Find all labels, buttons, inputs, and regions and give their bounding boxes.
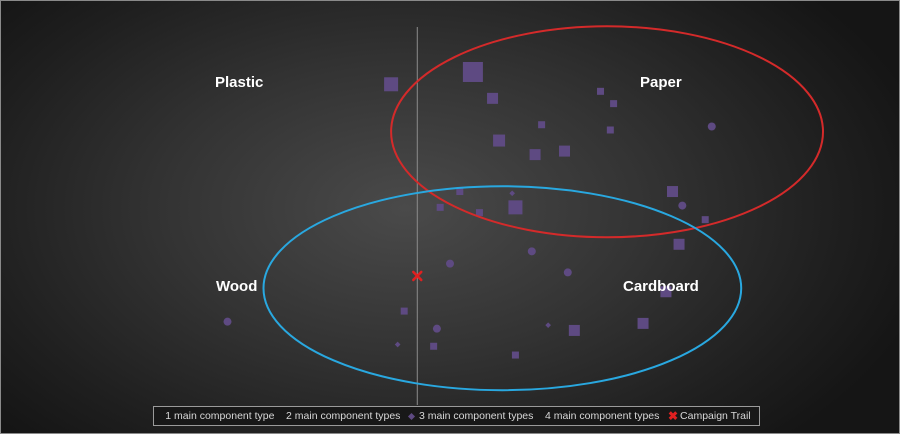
legend-label: 3 main component types	[419, 410, 534, 422]
legend-label: Campaign Trail	[680, 410, 751, 422]
data-point-s0-4	[446, 259, 454, 268]
legend-item-3: 3 main component types	[407, 410, 534, 422]
legend-label: 1 main component type	[165, 410, 275, 422]
ellipse-cardboard	[262, 185, 743, 392]
data-point-s3-3	[529, 149, 541, 161]
chart-legend: 1 main component type 2 main component t…	[153, 406, 760, 426]
legend-label: 2 main component types	[286, 410, 401, 422]
data-point-s3-7	[673, 238, 685, 250]
legend-label: 4 main component types	[544, 410, 660, 422]
data-point-s3-4	[559, 145, 571, 157]
data-point-s1-7	[456, 188, 464, 196]
data-point-s3-0	[384, 77, 399, 92]
data-point-s1-9	[475, 209, 483, 217]
data-point-s2-2	[545, 322, 551, 328]
data-point-s4-0	[412, 270, 423, 282]
legend-diamond-icon	[407, 412, 416, 420]
legend-item-5: ✖ Campaign Trail	[668, 409, 751, 423]
data-point-s1-8	[511, 351, 519, 359]
data-point-s0-5	[432, 324, 441, 333]
campaign-trail-x-icon: ✖	[667, 409, 679, 423]
data-point-s1-1	[610, 100, 618, 108]
legend-item-2: 2 main component types	[283, 410, 400, 422]
data-point-s3-1	[462, 61, 483, 82]
data-point-s0-6	[563, 268, 572, 277]
data-point-s2-0	[509, 190, 515, 197]
data-point-s3-5	[666, 186, 678, 198]
data-point-s1-5	[400, 307, 408, 315]
data-point-s0-2	[527, 247, 536, 256]
legend-item-4: 4 main component types	[542, 410, 659, 422]
data-point-s1-0	[597, 87, 605, 95]
data-point-s1-6	[436, 203, 444, 211]
data-point-s3-6	[508, 200, 523, 215]
data-point-s2-1	[394, 341, 401, 348]
quadrant-label-cardboard: Cardboard	[623, 278, 699, 295]
quadrant-label-plastic: Plastic	[215, 74, 264, 91]
quadrant-label-paper: Paper	[640, 74, 682, 91]
data-point-s1-3	[606, 126, 614, 134]
data-point-s1-2	[538, 121, 546, 129]
data-point-s3-10	[568, 324, 580, 336]
data-point-s0-1	[707, 122, 716, 131]
data-point-s0-3	[223, 317, 232, 326]
data-point-s3-8	[660, 286, 672, 298]
data-point-s3-2	[487, 92, 499, 104]
ellipse-paper	[390, 25, 825, 239]
legend-item-1: 1 main component type	[162, 410, 274, 422]
quadrant-label-wood: Wood	[216, 278, 258, 295]
data-point-s1-4	[701, 216, 709, 224]
data-point-s1-10	[430, 342, 438, 350]
data-point-s3-9	[637, 317, 649, 329]
data-point-s0-0	[678, 201, 687, 210]
data-point-s3-11	[493, 134, 506, 147]
